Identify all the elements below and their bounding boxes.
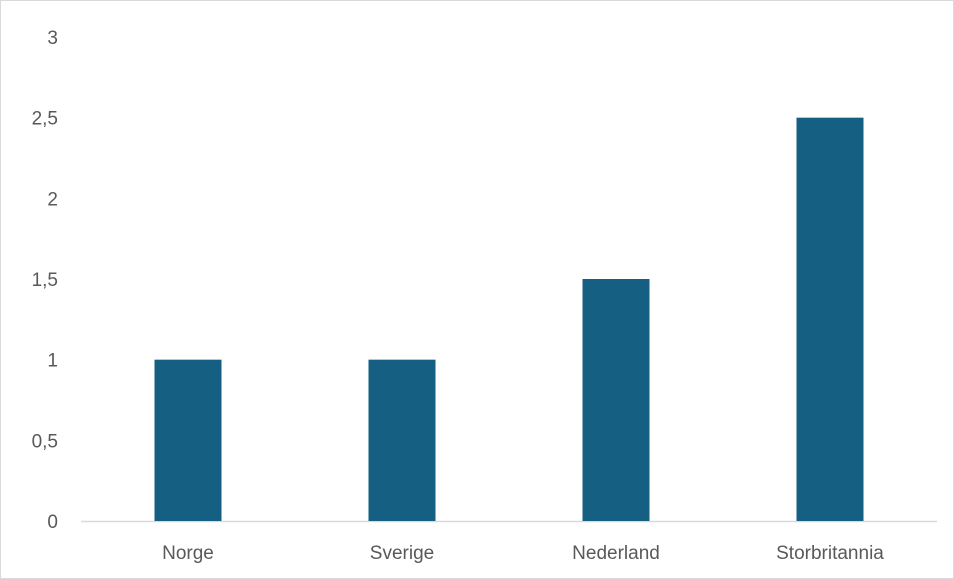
x-tick-label-sverige: Sverige — [370, 543, 434, 564]
y-tick-label: 1,5 — [32, 270, 58, 291]
bar-norge — [154, 359, 222, 521]
y-tick-label: 2,5 — [32, 109, 58, 130]
bars — [154, 117, 864, 522]
y-axis-tick-labels: 0 0,5 1 1,5 2 2,5 3 — [32, 28, 58, 533]
bar-sverige — [368, 359, 436, 521]
x-tick-label-nederland: Nederland — [572, 543, 660, 564]
y-tick-label: 3 — [47, 28, 58, 49]
bar-nederland — [582, 279, 650, 521]
x-axis-tick-labels: Norge Sverige Nederland Storbritannia — [162, 543, 884, 564]
y-tick-label: 0 — [47, 512, 58, 533]
y-tick-label: 2 — [47, 189, 58, 210]
x-tick-label-norge: Norge — [162, 543, 214, 564]
bar-storbritannia — [796, 117, 864, 522]
y-tick-label: 1 — [47, 351, 58, 372]
y-tick-label: 0,5 — [32, 431, 58, 452]
x-tick-label-storbritannia: Storbritannia — [776, 543, 884, 564]
